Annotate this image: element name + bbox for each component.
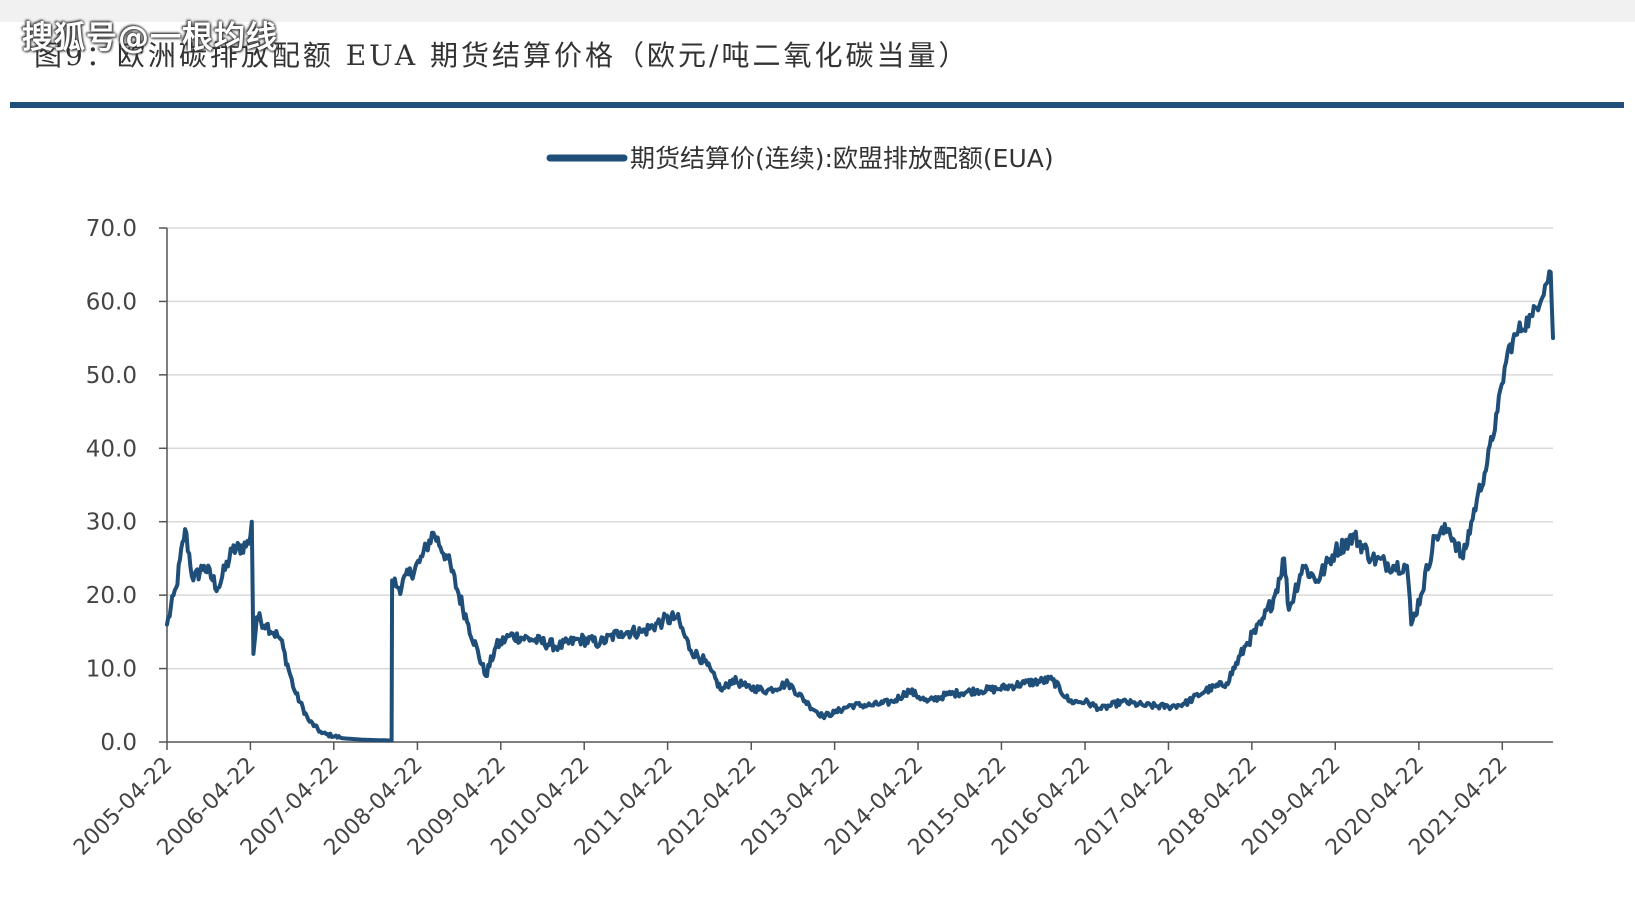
y-tick-label: 40.0 (86, 436, 137, 462)
top-band (0, 0, 1635, 22)
series-line-eua (165, 269, 1555, 743)
gridlines (167, 227, 1553, 670)
y-axis-ticks: 0.0 10.0 20.0 30.0 40.0 50.0 60.0 70.0 (86, 216, 167, 756)
x-axis-ticks: 2005-04-222006-04-222007-04-222008-04-22… (69, 742, 1513, 861)
legend: 期货结算价(连续):欧盟排放配额(EUA) (546, 144, 1054, 173)
y-tick-label: 20.0 (86, 583, 137, 609)
y-tick-label: 60.0 (86, 289, 137, 315)
legend-label: 期货结算价(连续):欧盟排放配额(EUA) (630, 144, 1054, 173)
y-tick-label: 10.0 (86, 657, 137, 683)
y-tick-label: 30.0 (86, 510, 137, 536)
title-rule (10, 102, 1624, 108)
y-tick-label: 50.0 (86, 363, 137, 389)
y-tick-label: 70.0 (86, 216, 137, 242)
figure-title: 图9：欧洲碳排放配额 EUA 期货结算价格（欧元/吨二氧化碳当量） (34, 39, 970, 72)
watermark: 搜狐号@一根均线 (22, 20, 278, 56)
y-tick-label: 0.0 (100, 730, 137, 756)
